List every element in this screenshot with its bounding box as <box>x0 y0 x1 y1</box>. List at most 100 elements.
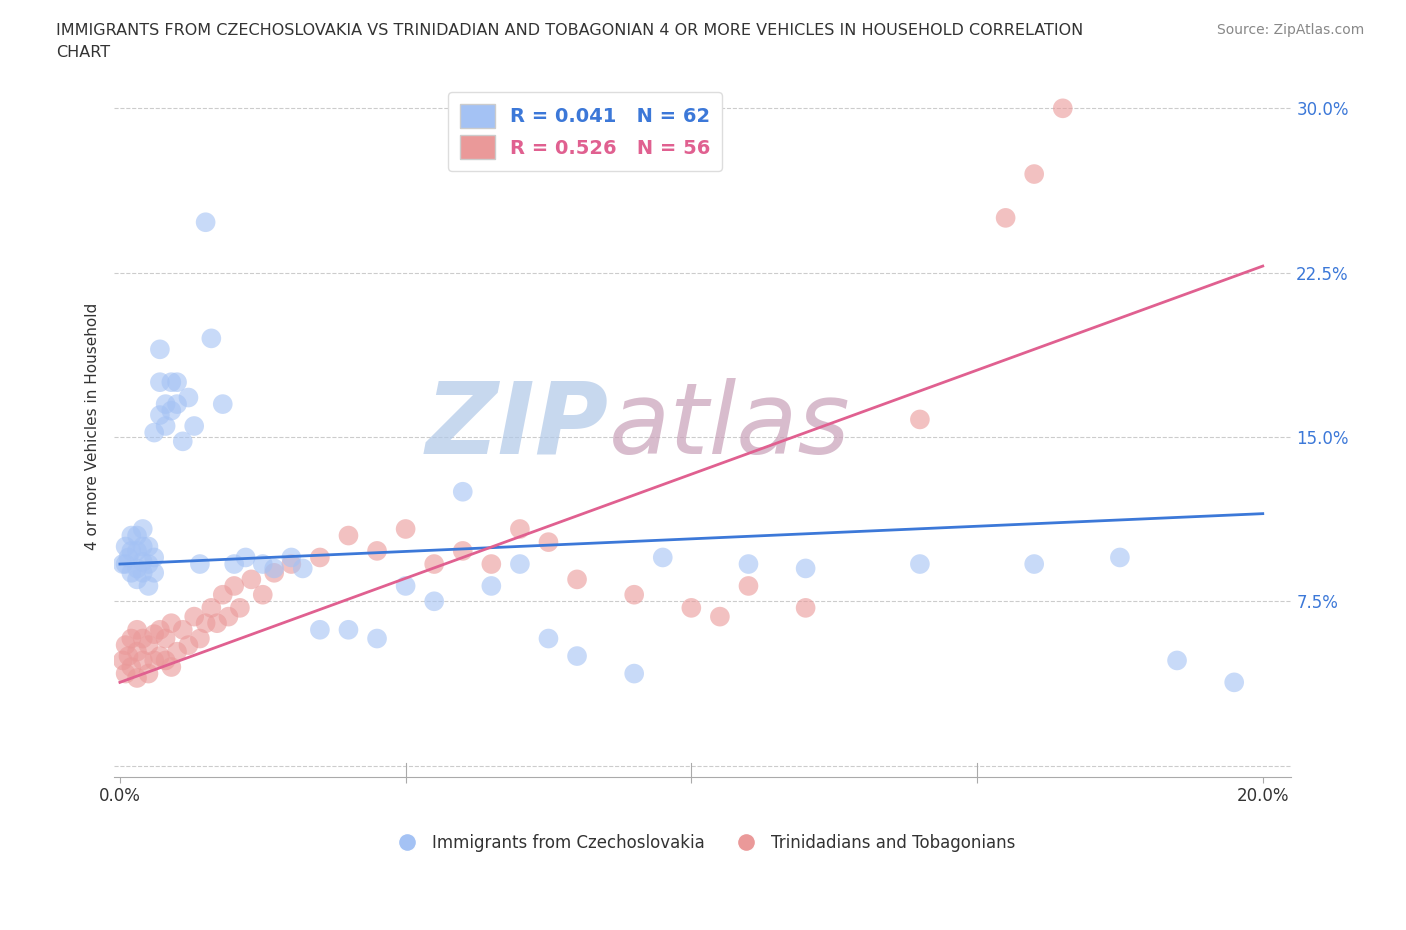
Point <box>681 601 703 616</box>
Point <box>111 653 134 668</box>
Point <box>537 535 560 550</box>
Point <box>794 601 817 616</box>
Point <box>132 653 155 668</box>
Point <box>125 622 148 637</box>
Point <box>479 556 502 571</box>
Point <box>1223 675 1246 690</box>
Point <box>280 556 302 571</box>
Point <box>240 572 263 587</box>
Point <box>252 556 274 571</box>
Point <box>160 375 183 390</box>
Point <box>132 522 155 537</box>
Point <box>188 631 211 646</box>
Point <box>125 671 148 685</box>
Point <box>160 616 183 631</box>
Point <box>509 556 531 571</box>
Point <box>143 627 166 642</box>
Point <box>143 425 166 440</box>
Point <box>172 434 194 449</box>
Point <box>1052 100 1074 115</box>
Point <box>1024 556 1046 571</box>
Point <box>394 522 416 537</box>
Point <box>155 418 177 433</box>
Point <box>451 485 474 499</box>
Point <box>125 644 148 659</box>
Point <box>252 587 274 602</box>
Point <box>114 666 136 681</box>
Text: Source: ZipAtlas.com: Source: ZipAtlas.com <box>1216 23 1364 37</box>
Point <box>160 404 183 418</box>
Point <box>114 638 136 653</box>
Point <box>1024 166 1046 181</box>
Point <box>309 622 332 637</box>
Point <box>132 631 155 646</box>
Point <box>188 556 211 571</box>
Point <box>177 390 200 405</box>
Point <box>155 397 177 412</box>
Point <box>423 594 446 609</box>
Point <box>125 561 148 576</box>
Point <box>211 587 233 602</box>
Point <box>132 554 155 569</box>
Point <box>1109 550 1132 565</box>
Point <box>565 572 588 587</box>
Point <box>183 609 205 624</box>
Y-axis label: 4 or more Vehicles in Household: 4 or more Vehicles in Household <box>86 302 100 550</box>
Point <box>205 616 228 631</box>
Text: ZIP: ZIP <box>426 378 609 474</box>
Point <box>291 561 314 576</box>
Point <box>138 578 160 593</box>
Point <box>1166 653 1188 668</box>
Point <box>155 653 177 668</box>
Point <box>149 375 172 390</box>
Point <box>337 622 360 637</box>
Point <box>194 616 217 631</box>
Point <box>138 556 160 571</box>
Point <box>183 418 205 433</box>
Point <box>451 543 474 558</box>
Point <box>160 659 183 674</box>
Point <box>537 631 560 646</box>
Text: atlas: atlas <box>609 378 851 474</box>
Point <box>194 215 217 230</box>
Point <box>166 397 188 412</box>
Text: IMMIGRANTS FROM CZECHOSLOVAKIA VS TRINIDADIAN AND TOBAGONIAN 4 OR MORE VEHICLES : IMMIGRANTS FROM CZECHOSLOVAKIA VS TRINID… <box>56 23 1084 38</box>
Point <box>224 578 246 593</box>
Point <box>263 565 285 580</box>
Point <box>509 522 531 537</box>
Text: CHART: CHART <box>56 45 110 60</box>
Point <box>737 556 759 571</box>
Point <box>132 565 155 580</box>
Point <box>120 659 142 674</box>
Point <box>908 412 931 427</box>
Point <box>229 601 252 616</box>
Point <box>263 561 285 576</box>
Point <box>125 528 148 543</box>
Point <box>120 565 142 580</box>
Point <box>114 556 136 571</box>
Point <box>908 556 931 571</box>
Point <box>651 550 673 565</box>
Point <box>737 578 759 593</box>
Point <box>117 550 139 565</box>
Point <box>200 601 222 616</box>
Point <box>138 638 160 653</box>
Point <box>149 622 172 637</box>
Point <box>120 528 142 543</box>
Point <box>423 556 446 571</box>
Point <box>224 556 246 571</box>
Point <box>149 342 172 357</box>
Point <box>366 543 388 558</box>
Point <box>166 375 188 390</box>
Point <box>125 543 148 558</box>
Point <box>138 666 160 681</box>
Point <box>143 565 166 580</box>
Point <box>143 550 166 565</box>
Point <box>166 644 188 659</box>
Point <box>149 407 172 422</box>
Point <box>172 622 194 637</box>
Point <box>623 587 645 602</box>
Point <box>623 666 645 681</box>
Point <box>155 631 177 646</box>
Point <box>200 331 222 346</box>
